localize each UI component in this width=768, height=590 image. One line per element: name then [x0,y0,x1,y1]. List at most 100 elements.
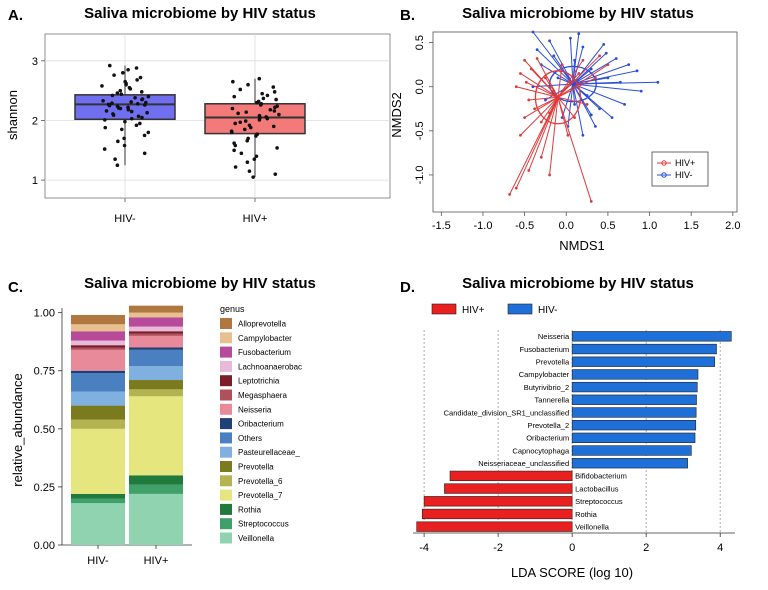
ordination-point-HIV+ [535,57,539,60]
stack-segment-Neisseria [71,349,125,371]
lda-bar-Butyrivibrio_2 [571,381,698,393]
data-point [258,103,263,107]
ordination-point-HIV+ [548,173,552,177]
data-point [146,130,151,135]
group-ellipse-HIV+ [534,70,582,125]
stack-segment-Prevotella_7 [129,396,183,476]
ordination-point-HIV+ [577,72,581,75]
ordination-point-HIV- [544,98,547,102]
lda-bar-label: Butyrivibrio_2 [524,383,569,392]
ordination-point-HIV- [569,36,572,40]
lda-bar-label: Prevotella_2 [527,421,569,430]
lda-bar-label: Veillonella [575,522,610,531]
lda-bar-label: Prevotella [536,358,570,367]
stack-segment-Fusobacterium [129,317,183,327]
ordination-point-HIV+ [527,98,531,102]
data-point [230,106,235,111]
lda-bar-Veillonella [416,521,573,532]
data-point [255,100,259,105]
data-point [277,112,281,117]
data-point [124,82,128,87]
spider-segment-HIV- [572,83,642,92]
data-point [129,116,134,121]
data-point [115,91,120,95]
panel-b-x-tick-label: -1.5 [432,220,451,232]
stack-segment-Streptococcus [71,498,125,504]
panel-c-y-tick-label: 0.25 [34,482,55,494]
stack-segment-Pasteurellaceae_ [71,391,125,406]
data-point [243,119,248,123]
panel-b-x-tick-label: 1.5 [684,220,699,232]
ordination-point-HIV- [556,76,560,80]
spider-segment-HIV- [572,83,592,116]
data-point [273,172,278,176]
spider-segment-HIV+ [515,97,559,189]
data-point [142,133,147,138]
stack-segment-Veillonella [129,493,183,545]
spider-segment-HIV- [532,31,574,85]
panel-a-x-tick-label: HIV+ [243,213,268,225]
data-point [245,160,250,165]
data-point [136,114,141,119]
stack-segment-Alloprevotella [71,314,125,325]
lda-bar-label: Bifidobacterium [575,472,627,481]
spider-segment-HIV+ [520,96,559,136]
legend-swatch-Leptotrichia [220,375,232,387]
spider-segment-HIV- [567,84,574,127]
legend-label-Leptotrichia: Leptotrichia [238,377,280,386]
spider-segment-HIV+ [528,96,558,101]
panel-d-plot-area: -4 -2 0 2 4 Neisseria Fusobacterium Prevotella C… [413,330,735,554]
panel-a-title: Saliva microbiome by HIV status [84,5,316,22]
spider-segment-HIV+ [540,97,559,158]
stack-segment-Lachnoanaerobac [129,326,183,332]
spider-segment-HIV- [572,83,625,105]
spider-segment-HIV+ [557,64,563,98]
data-point [138,75,143,80]
legend-marker-HIV+ [661,160,667,166]
ordination-point-HIV+ [548,111,552,115]
spider-segment-HIV- [572,58,617,85]
data-point [248,125,253,130]
data-point [122,136,126,141]
data-point [271,85,276,89]
data-point [238,87,243,92]
ordination-point-HIV- [535,48,539,52]
ordination-point-HIV+ [544,76,547,80]
stack-segment-Oribacterium [129,347,183,350]
panel-b-plot-frame [432,31,738,213]
stack-segment-Rothia [71,493,125,499]
data-point [272,90,277,94]
spider-segment-HIV- [549,40,574,85]
panel-b: B. Saliva microbiome by HIV status NMDS2… [389,5,740,253]
lda-bar-Tannerella [571,394,697,405]
lda-bar-label: Campylobacter [519,370,570,379]
panel-d-x-tick-label: 0 [569,542,575,554]
legend-swatch-Rothia [220,503,232,515]
ordination-point-HIV+ [581,58,585,62]
lda-bar-Capnocytophaga [571,445,692,456]
stack-segment-Veillonella [71,503,125,545]
data-point [126,107,131,112]
lda-bar-Bifidobacterium [449,470,573,482]
legend-swatch-Megasphaera [220,389,232,401]
panel-c-y-tick-label: 0.00 [34,540,55,552]
data-point [126,67,130,72]
panel-c-title: Saliva microbiome by HIV status [84,275,316,292]
data-point [271,124,276,129]
stack-segment-Campylobacter [129,312,183,318]
data-point [142,151,147,156]
panel-c-y-tick-label: 1.00 [34,308,55,320]
lda-bar-Lactobacillus [444,483,573,494]
panel-a: A. Saliva microbiome by HIV status shann… [5,5,391,225]
stack-segment-Prevotella_6 [71,419,125,429]
panel-a-letter: A. [8,7,23,24]
ordination-point-HIV- [656,80,660,84]
data-point [257,118,262,122]
legend-label-Lachnoanaerobac: Lachnoanaerobac [238,362,302,371]
lda-bar-label: Neisseriaceae_unclassified [478,459,569,468]
stack-segment-Prevotella [71,405,125,420]
data-point [233,121,238,126]
data-point [116,139,120,144]
panel-b-y-tick-label: 0.0 [414,79,426,94]
ordination-point-HIV+ [527,169,531,172]
